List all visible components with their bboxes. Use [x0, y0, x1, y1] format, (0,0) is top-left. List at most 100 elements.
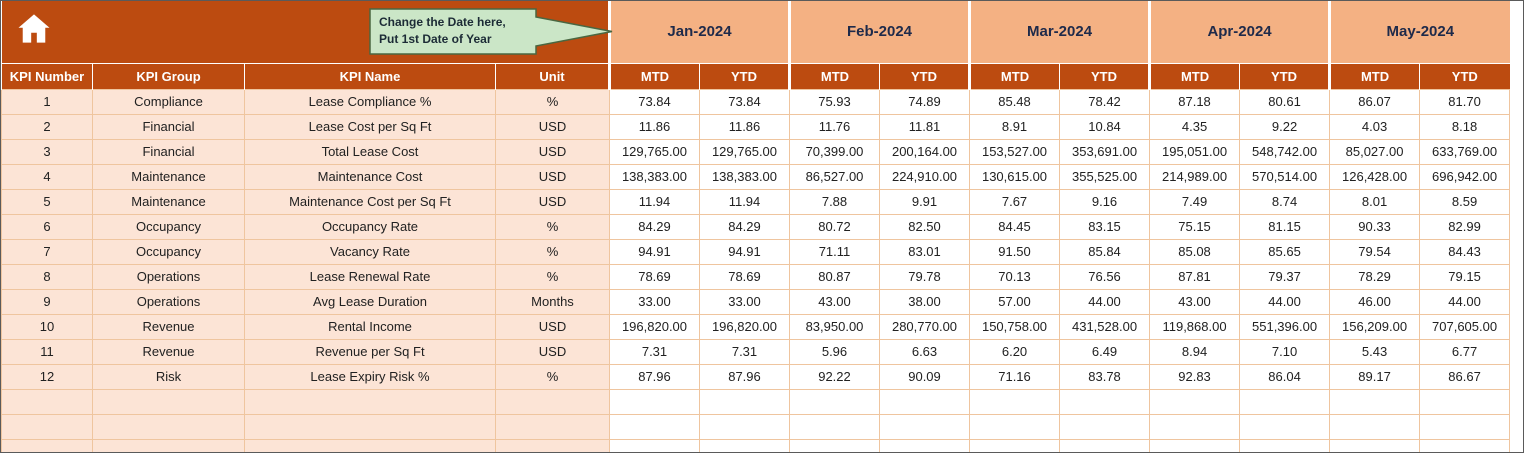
col-header-mtd[interactable]: MTD [788, 62, 880, 89]
value-cell[interactable]: 78.69 [609, 263, 700, 290]
value-cell[interactable]: 43.00 [1149, 288, 1241, 315]
value-cell[interactable]: 81.15 [1239, 213, 1331, 240]
value-cell[interactable]: 11.94 [699, 188, 790, 215]
value-cell[interactable]: 83.78 [1059, 363, 1151, 390]
value-cell[interactable]: 90.33 [1329, 213, 1421, 240]
value-cell[interactable]: 85.84 [1059, 238, 1151, 265]
value-cell[interactable] [1419, 388, 1511, 415]
kpi-name-cell[interactable]: Maintenance Cost [244, 163, 496, 190]
kpi-group-cell[interactable]: Maintenance [92, 188, 245, 215]
value-cell[interactable]: 75.15 [1149, 213, 1241, 240]
value-cell[interactable]: 7.31 [609, 338, 700, 365]
unit-cell[interactable]: % [495, 363, 610, 390]
value-cell[interactable]: 11.76 [789, 113, 880, 140]
value-cell[interactable]: 91.50 [969, 238, 1061, 265]
value-cell[interactable]: 79.37 [1239, 263, 1331, 290]
value-cell[interactable]: 79.54 [1329, 238, 1421, 265]
value-cell[interactable]: 33.00 [609, 288, 700, 315]
kpi-name-cell[interactable] [244, 388, 496, 415]
value-cell[interactable]: 83,950.00 [789, 313, 880, 340]
value-cell[interactable] [1329, 438, 1421, 452]
value-cell[interactable]: 8.59 [1419, 188, 1511, 215]
kpi-name-cell[interactable]: Avg Lease Duration [244, 288, 496, 315]
unit-cell[interactable]: USD [495, 113, 610, 140]
value-cell[interactable]: 126,428.00 [1329, 163, 1421, 190]
unit-cell[interactable]: Months [495, 288, 610, 315]
value-cell[interactable]: 696,942.00 [1419, 163, 1511, 190]
value-cell[interactable]: 138,383.00 [699, 163, 790, 190]
value-cell[interactable]: 86.07 [1329, 88, 1421, 115]
value-cell[interactable]: 82.50 [878, 213, 971, 240]
value-cell[interactable]: 353,691.00 [1059, 138, 1151, 165]
value-cell[interactable]: 87.96 [609, 363, 700, 390]
value-cell[interactable] [699, 413, 790, 440]
value-cell[interactable]: 11.86 [609, 113, 700, 140]
unit-cell[interactable] [495, 438, 610, 452]
value-cell[interactable] [1239, 413, 1331, 440]
value-cell[interactable]: 80.87 [789, 263, 880, 290]
value-cell[interactable] [1149, 413, 1241, 440]
value-cell[interactable]: 7.10 [1239, 338, 1331, 365]
value-cell[interactable]: 8.94 [1149, 338, 1241, 365]
kpi-name-cell[interactable]: Lease Compliance % [244, 88, 496, 115]
value-cell[interactable]: 707,605.00 [1419, 313, 1511, 340]
col-header-mtd[interactable]: MTD [1148, 62, 1240, 89]
col-header-ytd[interactable]: YTD [878, 62, 970, 89]
col-header-mtd[interactable]: MTD [608, 62, 700, 89]
value-cell[interactable]: 11.94 [609, 188, 700, 215]
value-cell[interactable]: 33.00 [699, 288, 790, 315]
value-cell[interactable]: 84.29 [699, 213, 790, 240]
kpi-group-cell[interactable]: Operations [92, 263, 245, 290]
kpi-name-cell[interactable]: Lease Cost per Sq Ft [244, 113, 496, 140]
value-cell[interactable]: 200,164.00 [878, 138, 971, 165]
value-cell[interactable]: 79.78 [878, 263, 971, 290]
value-cell[interactable]: 4.03 [1329, 113, 1421, 140]
col-header-ytd[interactable]: YTD [1239, 62, 1330, 89]
value-cell[interactable]: 570,514.00 [1239, 163, 1331, 190]
month-header-mar[interactable]: Mar-2024 [968, 1, 1150, 64]
kpi-number-cell[interactable]: 12 [1, 363, 93, 390]
kpi-name-cell[interactable]: Rental Income [244, 313, 496, 340]
value-cell[interactable] [1059, 438, 1151, 452]
value-cell[interactable]: 92.83 [1149, 363, 1241, 390]
unit-cell[interactable]: % [495, 88, 610, 115]
kpi-group-cell[interactable]: Financial [92, 113, 245, 140]
value-cell[interactable] [789, 413, 880, 440]
value-cell[interactable]: 150,758.00 [969, 313, 1061, 340]
value-cell[interactable] [1059, 388, 1151, 415]
value-cell[interactable]: 85.08 [1149, 238, 1241, 265]
kpi-group-cell[interactable]: Compliance [92, 88, 245, 115]
value-cell[interactable]: 138,383.00 [609, 163, 700, 190]
value-cell[interactable] [1419, 413, 1511, 440]
value-cell[interactable]: 355,525.00 [1059, 163, 1151, 190]
value-cell[interactable]: 84.43 [1419, 238, 1511, 265]
col-header-ytd[interactable]: YTD [1419, 62, 1510, 89]
value-cell[interactable] [969, 413, 1061, 440]
value-cell[interactable]: 548,742.00 [1239, 138, 1331, 165]
value-cell[interactable]: 44.00 [1419, 288, 1511, 315]
value-cell[interactable]: 76.56 [1059, 263, 1151, 290]
value-cell[interactable]: 156,209.00 [1329, 313, 1421, 340]
value-cell[interactable] [1329, 413, 1421, 440]
kpi-group-cell[interactable]: Revenue [92, 313, 245, 340]
value-cell[interactable]: 73.84 [609, 88, 700, 115]
home-button[interactable] [15, 10, 53, 46]
value-cell[interactable] [878, 388, 971, 415]
value-cell[interactable]: 79.15 [1419, 263, 1511, 290]
kpi-number-cell[interactable]: 3 [1, 138, 93, 165]
value-cell[interactable]: 80.61 [1239, 88, 1331, 115]
value-cell[interactable]: 89.17 [1329, 363, 1421, 390]
unit-cell[interactable] [495, 388, 610, 415]
unit-cell[interactable]: % [495, 213, 610, 240]
value-cell[interactable]: 46.00 [1329, 288, 1421, 315]
kpi-number-cell[interactable] [1, 388, 93, 415]
value-cell[interactable]: 6.49 [1059, 338, 1151, 365]
kpi-number-cell[interactable]: 2 [1, 113, 93, 140]
value-cell[interactable]: 8.91 [969, 113, 1061, 140]
value-cell[interactable]: 90.09 [878, 363, 971, 390]
value-cell[interactable]: 130,615.00 [969, 163, 1061, 190]
kpi-number-cell[interactable]: 6 [1, 213, 93, 240]
value-cell[interactable]: 83.01 [878, 238, 971, 265]
value-cell[interactable]: 92.22 [789, 363, 880, 390]
value-cell[interactable] [609, 388, 700, 415]
